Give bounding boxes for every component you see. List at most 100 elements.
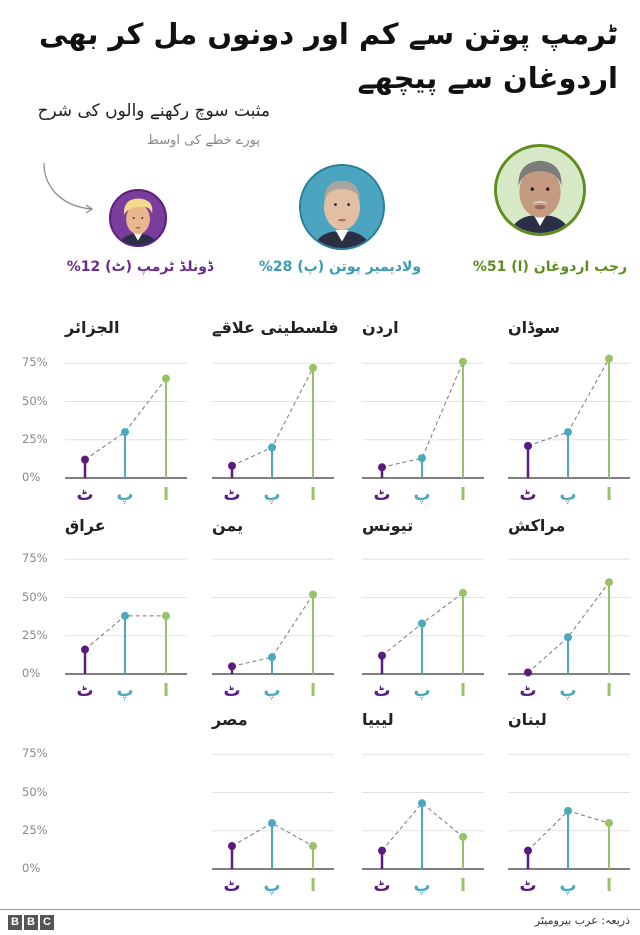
bbc-logo-letter: C (40, 915, 54, 930)
point-erdogan (605, 354, 613, 363)
point-putin (121, 611, 129, 620)
country-title: الجزائر (65, 318, 120, 337)
country-title: فلسطینی علاقے (212, 318, 339, 337)
point-putin (564, 428, 572, 437)
y-axis-tick-label: 75% (22, 355, 48, 370)
country-title: اردن (362, 318, 399, 337)
y-axis-tick-label: 0% (22, 470, 41, 484)
point-trump (81, 645, 89, 654)
point-erdogan (459, 832, 467, 841)
country-panel: لیبیا ٹ پ ا (362, 710, 484, 900)
point-erdogan (459, 357, 467, 366)
trump-portrait-icon (111, 191, 165, 245)
country-title: عراق (65, 516, 106, 535)
point-erdogan (605, 578, 613, 587)
country-panel: فلسطینی علاقے ٹ پ ا (212, 318, 339, 508)
erdogan-portrait-icon (497, 147, 583, 233)
x-axis-letter-trump: ٹ (519, 485, 536, 505)
x-axis-letter-putin: پ (413, 876, 430, 896)
country-title: تیونس (362, 516, 414, 535)
x-axis-letter-putin: پ (263, 485, 280, 505)
point-putin (268, 653, 276, 662)
x-axis-letter-putin: پ (559, 876, 576, 896)
x-axis-letter-trump: ٹ (373, 681, 390, 701)
country-panel: سوڈان ٹ پ ا (508, 318, 630, 508)
country-title: یمن (212, 516, 244, 535)
chart-subtitle-average: پورے خطے کی اوسط (146, 133, 260, 148)
x-axis-letter-erdogan: ا (310, 485, 316, 505)
x-axis-letter-erdogan: ا (460, 876, 466, 896)
bbc-logo-letter: B (8, 915, 22, 930)
source-note: ذریعہ: عرب بیرومیٹر (534, 914, 630, 927)
x-axis-letter-trump: ٹ (373, 876, 390, 896)
y-axis-tick-label: 50% (22, 589, 48, 604)
leader-label-trump: ڈونلڈ ٹرمپ (ٹ) 12% (66, 259, 214, 275)
y-axis-tick-label: 25% (22, 627, 48, 642)
point-putin (418, 454, 426, 463)
point-trump (378, 846, 386, 855)
country-panel: تیونس ٹ پ ا (362, 516, 484, 706)
point-trump (228, 662, 236, 671)
dashed-connector (84, 378, 167, 461)
x-axis-letter-trump: ٹ (76, 681, 93, 701)
bbc-logo: B B C (8, 915, 54, 930)
point-putin (564, 806, 572, 815)
x-axis-letter-trump: ٹ (76, 485, 93, 505)
point-trump (228, 461, 236, 470)
x-axis-letter-putin: پ (413, 681, 430, 701)
x-axis-letter-putin: پ (559, 681, 576, 701)
point-putin (268, 819, 276, 828)
x-axis-letter-putin: پ (559, 485, 576, 505)
point-putin (418, 799, 426, 808)
y-axis-tick-label: 75% (22, 551, 48, 566)
avatar-trump (109, 189, 167, 247)
x-axis-letter-erdogan: ا (310, 876, 316, 896)
x-axis-letter-erdogan: ا (460, 681, 466, 701)
x-axis-letter-putin: پ (116, 681, 133, 701)
point-erdogan (309, 590, 317, 599)
x-axis-letter-trump: ٹ (519, 876, 536, 896)
point-putin (121, 428, 129, 437)
y-axis-tick-label: 50% (22, 784, 48, 799)
point-trump (524, 441, 532, 450)
dashed-connector (381, 361, 464, 468)
dashed-connector (527, 581, 610, 673)
x-axis-letter-erdogan: ا (460, 485, 466, 505)
country-panel: عراق ٹ پ ا (65, 516, 187, 706)
point-erdogan (309, 842, 317, 851)
point-trump (81, 455, 89, 464)
x-axis-letter-erdogan: ا (163, 681, 169, 701)
y-axis-tick-label: 0% (22, 666, 41, 680)
point-trump (378, 463, 386, 472)
country-panel: لبنان ٹ پ ا (508, 710, 630, 900)
bbc-logo-letter: B (24, 915, 38, 930)
y-axis-tick-label: 75% (22, 746, 48, 761)
country-panel: مصر ٹ پ ا (212, 710, 334, 900)
country-title: لیبیا (362, 710, 394, 729)
point-putin (268, 443, 276, 452)
point-trump (524, 846, 532, 855)
y-axis-tick-label: 0% (22, 861, 41, 875)
point-trump (378, 651, 386, 660)
country-panel: الجزائر ٹ پ ا (65, 318, 187, 508)
leader-label-putin: ولادیمیر پوتن (پ) 28% (258, 259, 422, 275)
point-erdogan (162, 374, 170, 383)
country-title: مصر (212, 710, 248, 729)
avatar-putin (299, 164, 385, 250)
x-axis-letter-trump: ٹ (223, 681, 240, 701)
leader-label-erdogan: رجب اردوغان (ا) 51% (472, 259, 628, 275)
x-axis-letter-putin: پ (116, 485, 133, 505)
x-axis-letter-trump: ٹ (519, 681, 536, 701)
curved-arrow-icon (43, 162, 94, 214)
chart-title: ٹرمپ پوتن سے کم اور دونوں مل کر بھی اردو… (38, 17, 618, 95)
dashed-connector (231, 822, 314, 847)
country-panel: مراکش ٹ پ ا (508, 516, 630, 706)
avatar-erdogan (494, 144, 586, 236)
point-erdogan (605, 819, 613, 828)
